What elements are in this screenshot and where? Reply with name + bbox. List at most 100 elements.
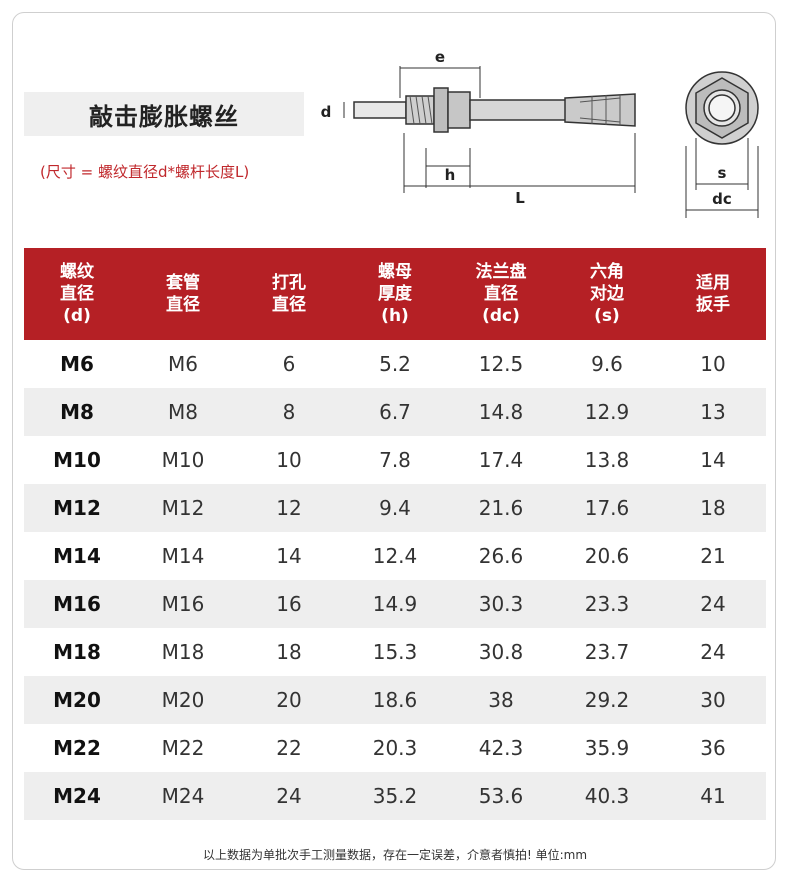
table-cell: 14.9 [372, 592, 418, 616]
table-cell: 12.9 [584, 400, 630, 424]
dim-label-d: d [321, 103, 332, 121]
table-cell: 8 [282, 400, 296, 424]
table-cell: M24 [53, 784, 101, 808]
table-row: M18 M18 18 15.3 30.8 23.7 24 [24, 628, 766, 676]
table-cell: 17.6 [584, 496, 630, 520]
table-cell: 35.2 [372, 784, 418, 808]
spec-table: 螺纹 直径 (d) 套管 直径 打孔 直径 螺母 厚度 (h) 法兰盘 直径 (… [24, 248, 766, 820]
table-cell: 40.3 [584, 784, 630, 808]
dim-label-dc: dc [712, 190, 732, 208]
table-cell: 9.6 [591, 352, 623, 376]
header-wrench-size: 适用 扳手 [696, 273, 730, 315]
table-cell: M14 [53, 544, 101, 568]
page-frame [12, 12, 776, 870]
table-cell: 38 [488, 688, 514, 712]
table-cell: 14 [276, 544, 302, 568]
table-row: M16 M16 16 14.9 30.3 23.3 24 [24, 580, 766, 628]
table-cell: 23.3 [584, 592, 630, 616]
table-cell: M16 [161, 592, 205, 616]
table-cell: 22 [276, 736, 302, 760]
dim-label-s: s [718, 164, 727, 182]
table-cell: 10 [700, 352, 726, 376]
footnote: 以上数据为单批次手工测量数据，存在一定误差，介意者慎拍! 单位:mm [202, 848, 588, 862]
table-row: M24 M24 24 35.2 53.6 40.3 41 [24, 772, 766, 820]
table-cell: M16 [53, 592, 101, 616]
table-cell: M20 [161, 688, 205, 712]
table-cell: 17.4 [478, 448, 524, 472]
table-header: 螺纹 直径 (d) 套管 直径 打孔 直径 螺母 厚度 (h) 法兰盘 直径 (… [24, 248, 766, 340]
table-cell: 18.6 [372, 688, 418, 712]
table-cell: M6 [168, 352, 198, 376]
table-cell: 5.2 [379, 352, 411, 376]
page-subtitle: (尺寸 = 螺纹直径d*螺杆长度L) [40, 163, 250, 181]
table-cell: 30.3 [478, 592, 524, 616]
header-thread-diameter: 螺纹 直径 (d) [60, 262, 94, 326]
dimension-lines [343, 66, 636, 193]
dim-label-L: L [515, 189, 525, 207]
table-cell: 21.6 [478, 496, 524, 520]
table-cell: M18 [53, 640, 101, 664]
table-cell: 13 [700, 400, 726, 424]
page-title: 敲击膨胀螺丝 [89, 102, 239, 131]
table-cell: M12 [161, 496, 205, 520]
table-row: M22 M22 22 20.3 42.3 35.9 36 [24, 724, 766, 772]
table-cell: 24 [700, 640, 726, 664]
table-row: M6 M6 6 5.2 12.5 9.6 10 [24, 340, 766, 388]
table-cell: 20 [276, 688, 302, 712]
table-cell: 20.3 [372, 736, 418, 760]
table-cell: 53.6 [478, 784, 524, 808]
table-cell: 18 [700, 496, 726, 520]
table-cell: 30 [700, 688, 726, 712]
table-cell: 41 [700, 784, 726, 808]
table-cell: M10 [53, 448, 101, 472]
table-cell: M8 [168, 400, 198, 424]
table-cell: 26.6 [478, 544, 524, 568]
table-cell: M20 [53, 688, 101, 712]
table-cell: M22 [53, 736, 101, 760]
bolt-end-view [685, 71, 759, 145]
table-cell: 24 [700, 592, 726, 616]
table-cell: 42.3 [478, 736, 524, 760]
table-cell: 9.4 [379, 496, 411, 520]
table-cell: 14 [700, 448, 726, 472]
dim-label-h: h [445, 166, 456, 184]
table-cell: 23.7 [584, 640, 630, 664]
header-sleeve-diameter: 套管 直径 [166, 273, 200, 315]
table-row: M14 M14 14 12.4 26.6 20.6 21 [24, 532, 766, 580]
header-flange-diameter: 法兰盘 直径 (dc) [475, 262, 527, 326]
table-cell: 6 [282, 352, 296, 376]
table-cell: 18 [276, 640, 302, 664]
header-hex-across-flats: 六角 对边 (s) [590, 262, 624, 326]
table-cell: 15.3 [372, 640, 418, 664]
table-row: M20 M20 20 18.6 38 29.2 30 [24, 676, 766, 724]
table-cell: 29.2 [584, 688, 630, 712]
dim-label-e: e [435, 48, 445, 66]
table-cell: 35.9 [584, 736, 630, 760]
table-row: M10 M10 10 7.8 17.4 13.8 14 [24, 436, 766, 484]
table-cell: 13.8 [584, 448, 630, 472]
table-cell: 20.6 [584, 544, 630, 568]
table-cell: 12.4 [372, 544, 418, 568]
table-cell: M18 [161, 640, 205, 664]
table-body: M6 M6 6 5.2 12.5 9.6 10 M8 M8 8 6.7 14.8 12.9 13 M10 M1… [24, 340, 766, 820]
table-cell: 24 [276, 784, 302, 808]
table-cell: 30.8 [478, 640, 524, 664]
table-cell: M8 [60, 400, 94, 424]
table-cell: M22 [161, 736, 205, 760]
bolt-side-view [353, 87, 636, 133]
table-cell: 21 [700, 544, 726, 568]
table-cell: M6 [60, 352, 94, 376]
table-cell: 7.8 [379, 448, 411, 472]
table-row: M8 M8 8 6.7 14.8 12.9 13 [24, 388, 766, 436]
table-cell: 10 [276, 448, 302, 472]
end-view-dimension-lines [685, 138, 759, 218]
table-cell: M14 [161, 544, 205, 568]
table-cell: M12 [53, 496, 101, 520]
header-drill-diameter: 打孔 直径 [272, 273, 306, 315]
table-cell: M10 [161, 448, 205, 472]
table-cell: 6.7 [379, 400, 411, 424]
table-cell: 12 [276, 496, 302, 520]
table-cell: 16 [276, 592, 302, 616]
bolt-diagram: e d h L s dc [321, 48, 759, 218]
header-nut-thickness: 螺母 厚度 (h) [378, 262, 412, 326]
